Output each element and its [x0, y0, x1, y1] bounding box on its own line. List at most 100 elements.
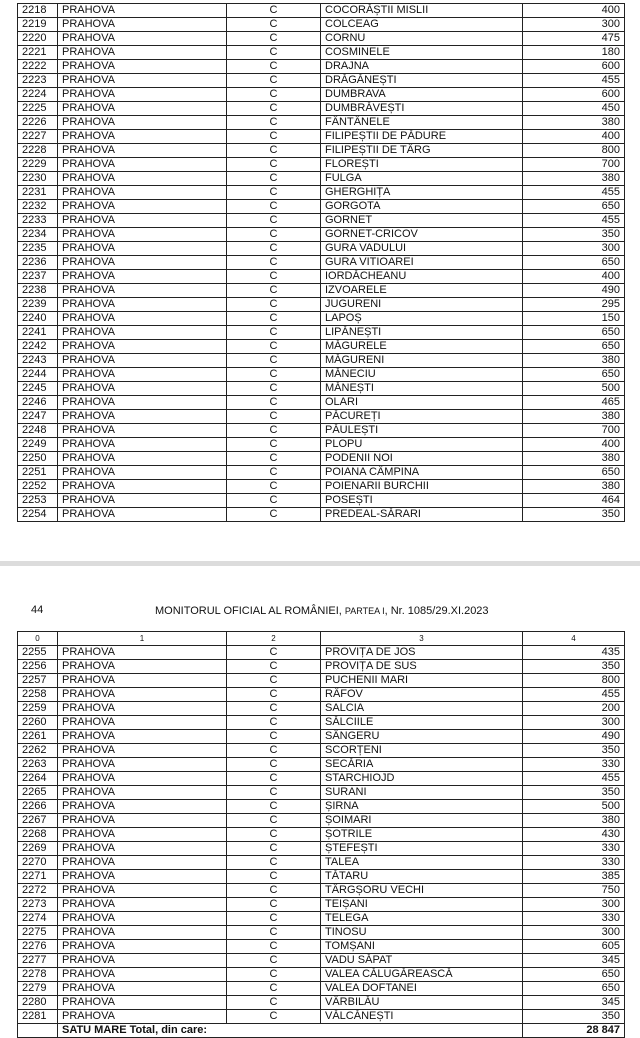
table-cell: C	[226, 437, 321, 452]
table-cell: 650	[522, 465, 625, 480]
table-top: 2218 PRAHOVA C COCORĂȘTII MISLII 400 2219 PRAH…	[17, 3, 625, 522]
table-cell: PRAHOVA	[57, 869, 227, 884]
table-cell: 455	[522, 687, 625, 702]
table-cell: 2269	[17, 841, 58, 856]
table-row: 2241 PRAHOVA C LIPĂNEȘTI 650	[17, 325, 625, 340]
table-row: 2281 PRAHOVA C VĂLCĂNEȘTI 350	[17, 1009, 625, 1024]
table-cell: 465	[522, 395, 625, 410]
table-cell: DUMBRĂVEȘTI	[320, 101, 523, 116]
table-cell: 490	[522, 729, 625, 744]
table-cell: C	[226, 953, 321, 968]
table-cell: C	[226, 493, 321, 508]
table-cell: SÂNGERU	[320, 729, 523, 744]
table-cell: C	[226, 645, 321, 660]
table-cell: PRAHOVA	[57, 855, 227, 870]
table-cell: PRAHOVA	[57, 367, 227, 382]
table-cell: 2278	[17, 967, 58, 982]
table-cell: PRAHOVA	[57, 185, 227, 200]
table-cell: 2274	[17, 911, 58, 926]
table-cell: C	[226, 325, 321, 340]
table-cell: 2261	[17, 729, 58, 744]
table-cell: 2245	[17, 381, 58, 396]
table-cell: 380	[522, 353, 625, 368]
table-cell: PRAHOVA	[57, 87, 227, 102]
table-cell: 300	[522, 241, 625, 256]
table-row: 2275 PRAHOVA C TINOSU 300	[17, 925, 625, 940]
table-cell: RÂFOV	[320, 687, 523, 702]
table-row: 2280 PRAHOVA C VÂRBILĂU 345	[17, 995, 625, 1010]
table-cell: C	[226, 241, 321, 256]
table-cell: SĂLCIILE	[320, 715, 523, 730]
table-cell: C	[226, 171, 321, 186]
table-cell: 2276	[17, 939, 58, 954]
table-cell: PRAHOVA	[57, 911, 227, 926]
table-row: 2240 PRAHOVA C LAPOȘ 150	[17, 311, 625, 326]
table-cell: GORNET	[320, 213, 523, 228]
table-cell: TOMȘANI	[320, 939, 523, 954]
table-cell: PRAHOVA	[57, 995, 227, 1010]
table-cell: C	[226, 925, 321, 940]
table-cell: PRAHOVA	[57, 729, 227, 744]
table-cell: SURANI	[320, 785, 523, 800]
table-cell: 330	[522, 757, 625, 772]
table-cell: PRAHOVA	[57, 701, 227, 716]
table-cell: 2220	[17, 31, 58, 46]
table-cell: C	[226, 227, 321, 242]
table-cell: PRAHOVA	[57, 813, 227, 828]
table-cell: 2258	[17, 687, 58, 702]
table-cell: 2266	[17, 799, 58, 814]
table-cell: 2252	[17, 479, 58, 494]
table-cell: 200	[522, 701, 625, 716]
table-row: 2235 PRAHOVA C GURA VADULUI 300	[17, 241, 625, 256]
table-cell: 2234	[17, 227, 58, 242]
table-cell: TALEA	[320, 855, 523, 870]
table-cell: 750	[522, 883, 625, 898]
table-row: 2242 PRAHOVA C MĂGURELE 650	[17, 339, 625, 354]
table-cell: 350	[522, 1009, 625, 1024]
table-cell: 500	[522, 799, 625, 814]
table-cell: C	[226, 855, 321, 870]
table-cell: 350	[522, 507, 625, 522]
table-cell: GURA VADULUI	[320, 241, 523, 256]
table-cell: DUMBRAVA	[320, 87, 523, 102]
table-cell: PRAHOVA	[57, 757, 227, 772]
table-row: 2264 PRAHOVA C STARCHIOJD 455	[17, 771, 625, 786]
table-row: 2268 PRAHOVA C ȘOTRILE 430	[17, 827, 625, 842]
table-cell: 800	[522, 673, 625, 688]
table-row: 2238 PRAHOVA C IZVOARELE 490	[17, 283, 625, 298]
table-cell: 2251	[17, 465, 58, 480]
table-cell: PRAHOVA	[57, 645, 227, 660]
table-cell: 2230	[17, 171, 58, 186]
table-cell: C	[226, 715, 321, 730]
table-cell: PRAHOVA	[57, 297, 227, 312]
table-cell: PRAHOVA	[57, 673, 227, 688]
table-cell: 500	[522, 381, 625, 396]
table-cell: 2248	[17, 423, 58, 438]
table-cell: 2218	[17, 3, 58, 18]
table-row: 2271 PRAHOVA C TĂTARU 385	[17, 869, 625, 884]
table-cell: C	[226, 827, 321, 842]
table-cell: 2271	[17, 869, 58, 884]
table-cell: PRAHOVA	[57, 3, 227, 18]
table-cell: 2246	[17, 395, 58, 410]
table-cell: FILIPEȘTII DE TÂRG	[320, 143, 523, 158]
title-end: , Nr. 1085/29.XI.2023	[384, 605, 489, 617]
table-row: 2250 PRAHOVA C PODENII NOI 380	[17, 451, 625, 466]
table-cell: 2223	[17, 73, 58, 88]
table-cell: CORNU	[320, 31, 523, 46]
table-cell: 2238	[17, 283, 58, 298]
table-cell: C	[226, 143, 321, 158]
table-row: 2225 PRAHOVA C DUMBRĂVEȘTI 450	[17, 101, 625, 116]
table-cell: PLOPU	[320, 437, 523, 452]
table-cell: 2279	[17, 981, 58, 996]
table-cell: C	[226, 395, 321, 410]
page-title: MONITORUL OFICIAL AL ROMÂNIEI, PARTEA I,…	[155, 605, 489, 617]
table-cell: 650	[522, 199, 625, 214]
table-cell: C	[226, 673, 321, 688]
table-cell: POIANA CÂMPINA	[320, 465, 523, 480]
table-cell: OLARI	[320, 395, 523, 410]
table-cell: 450	[522, 101, 625, 116]
table-cell: PRAHOVA	[57, 255, 227, 270]
table-cell: FILIPEȘTII DE PĂDURE	[320, 129, 523, 144]
total-label: SATU MARE Total, din care:	[57, 1023, 523, 1038]
